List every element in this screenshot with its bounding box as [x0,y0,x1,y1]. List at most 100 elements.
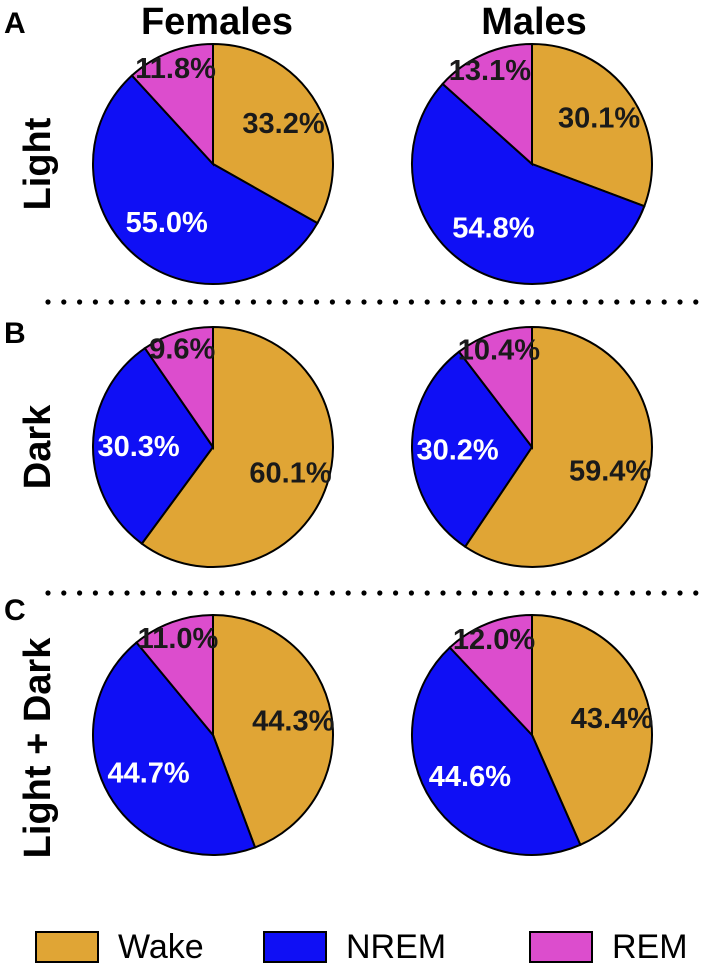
separator-dot [440,299,446,305]
separator-dot [582,299,588,305]
separator-dot [266,590,272,596]
pie-light-males: 30.1% 54.8% 13.1% [411,42,653,285]
separator-dot [535,590,541,596]
separator-dot [282,299,288,305]
pie-label-wake-light-dark-males: 43.4% [571,703,653,735]
dotted-separator-2 [45,590,699,596]
separator-dot [519,299,525,305]
separator-dot [108,299,114,305]
separator-dot [61,590,67,596]
separator-dot [487,590,493,596]
separator-dot [645,299,652,305]
separator-dot [156,299,162,305]
pie-light-females: 33.2% 55.0% 11.8% [91,42,334,286]
separator-dot [314,590,320,596]
separator-dot [329,590,335,596]
separator-dot [361,299,367,305]
separator-dot [630,590,636,596]
separator-dot [187,590,193,596]
separator-dot [661,590,667,596]
separator-dot [203,590,209,596]
pie-slice-nrem-dark-females [92,346,215,546]
separator-dot [219,299,225,305]
pie-slice-rem-dark-males [457,325,533,450]
pie-slice-rem-light-males [441,42,533,167]
pie-label-nrem-light-females: 55.0% [126,207,208,239]
separator-dot [472,299,478,305]
separator-dot [598,590,604,596]
pie-label-rem-light-females: 11.8% [135,53,216,85]
column-title-males: Males [481,1,587,43]
separator-dot [108,590,114,596]
pie-slice-nrem-light-females [91,74,319,286]
dotted-separator-1 [45,299,699,305]
separator-dot [693,299,699,305]
separator-dot [456,299,462,305]
separator-dot [345,299,351,305]
separator-dot [171,299,177,305]
separator-dot [235,299,241,305]
pie-label-wake-dark-males: 59.4% [569,456,651,488]
pie-label-rem-dark-males: 10.4% [458,334,540,366]
pie-slice-wake-light-females [212,42,334,225]
separator-dot [566,299,573,305]
legend-label-nrem: NREM [346,928,446,966]
separator-dot [92,299,98,305]
panel-letter-b: B [4,317,26,350]
separator-dot [45,590,51,596]
pie-label-rem-light-dark-females: 11.0% [138,623,219,655]
pie-label-nrem-dark-females: 30.3% [97,431,179,463]
separator-dot [377,590,383,596]
legend-label-wake: Wake [118,928,204,966]
separator-dot [393,590,399,596]
separator-dot [630,299,636,305]
separator-dot [156,590,162,596]
separator-dot [393,299,399,305]
separator-dot [503,590,509,596]
separator-dot [124,590,130,596]
separator-dot [361,590,367,596]
pie-label-wake-light-males: 30.1% [558,103,640,135]
legend-swatch-nrem [263,931,327,963]
pie-slice-rem-light-dark-females [135,613,214,738]
row-label-dark: Dark [17,404,59,489]
separator-dot [440,590,446,596]
separator-dot [298,299,304,305]
pie-label-nrem-light-dark-females: 44.7% [107,757,189,789]
pie-slice-wake-light-dark-females [212,613,335,849]
panel-letter-c: C [4,594,26,627]
separator-dot [235,590,241,596]
separator-dot [677,299,683,305]
separator-dot [140,590,146,596]
separator-dot [487,299,493,305]
pie-label-wake-light-dark-females: 44.3% [252,706,334,738]
separator-dot [298,590,304,596]
pie-light-dark-males: 43.4% 44.6% 12.0% [410,613,653,856]
separator-dot [519,590,525,596]
legend-swatch-rem [529,931,593,963]
separator-dot [250,590,256,596]
legend: Wake NREM REM [35,928,688,966]
pie-label-rem-light-males: 13.1% [449,55,531,87]
pie-label-wake-dark-females: 60.1% [249,458,331,490]
pie-slice-rem-light-females [130,42,214,167]
separator-dot [503,299,509,305]
legend-label-rem: REM [612,928,688,966]
pie-slice-rem-dark-females [143,325,214,451]
separator-dot [566,590,573,596]
pie-label-rem-light-dark-males: 12.0% [453,624,535,656]
pie-label-nrem-dark-males: 30.2% [416,434,498,466]
separator-dot [171,590,177,596]
pie-light-dark-females: 44.3% 44.7% 11.0% [92,613,335,856]
separator-dot [408,299,414,305]
pie-slice-nrem-light-males [411,82,646,285]
separator-dot [345,590,351,596]
separator-dot [140,299,146,305]
separator-dot [551,590,557,596]
separator-dot [661,299,667,305]
separator-dot [61,299,67,305]
separator-dot [329,299,335,305]
separator-dot [693,590,699,596]
separator-dot [424,590,430,596]
